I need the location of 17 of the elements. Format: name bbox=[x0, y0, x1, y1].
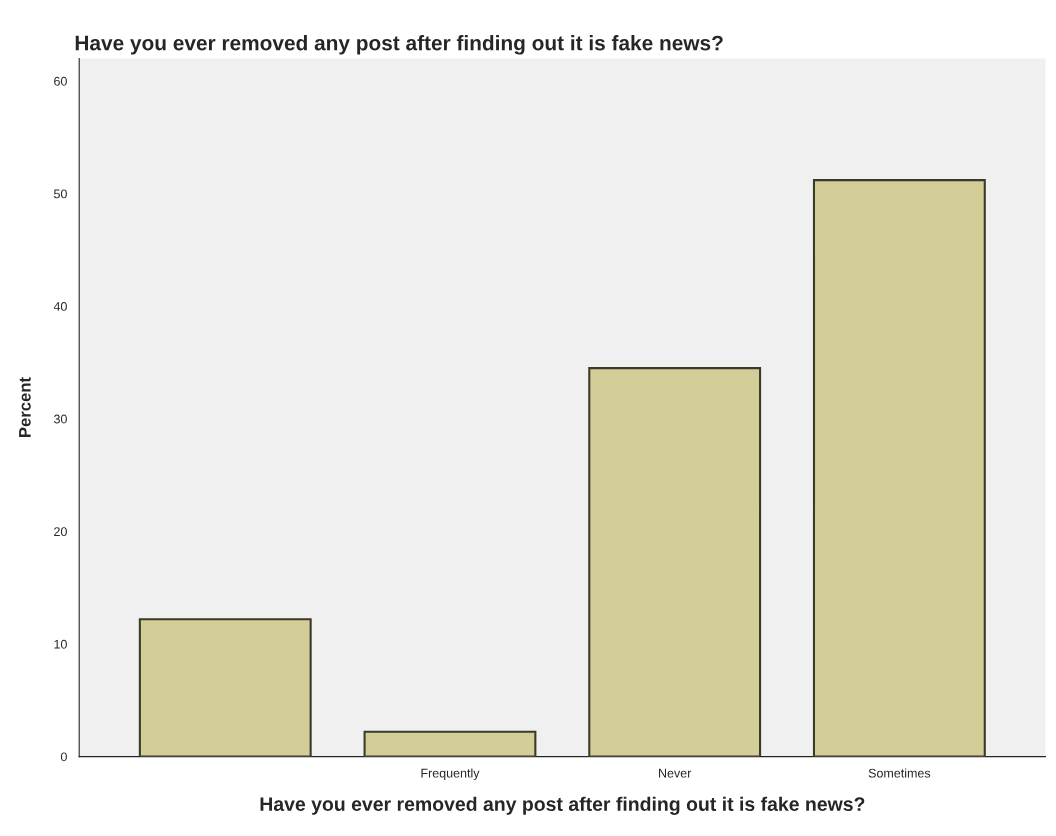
x-axis-title: Have you ever removed any post after finding out it is fake news? bbox=[260, 796, 865, 815]
bar bbox=[363, 730, 537, 757]
x-tick-label: Never bbox=[659, 768, 692, 778]
bar bbox=[588, 367, 762, 757]
y-tick-label: 10 bbox=[54, 639, 67, 649]
bar bbox=[812, 179, 986, 757]
y-tick-label: 60 bbox=[54, 76, 67, 86]
y-tick-label: 50 bbox=[53, 189, 67, 199]
bar bbox=[138, 618, 312, 757]
chart-title: Have you ever removed any post after finding out it is fake news? bbox=[75, 35, 723, 55]
y-tick-label: 40 bbox=[53, 302, 67, 311]
x-tick-label: Frequently bbox=[421, 768, 480, 781]
y-axis-title: Percent bbox=[19, 377, 31, 437]
y-tick-label: 20 bbox=[54, 527, 67, 537]
x-tick-label: Sometimes bbox=[868, 768, 931, 778]
y-tick-label: 0 bbox=[60, 752, 67, 762]
y-tick-label: 30 bbox=[53, 414, 67, 424]
